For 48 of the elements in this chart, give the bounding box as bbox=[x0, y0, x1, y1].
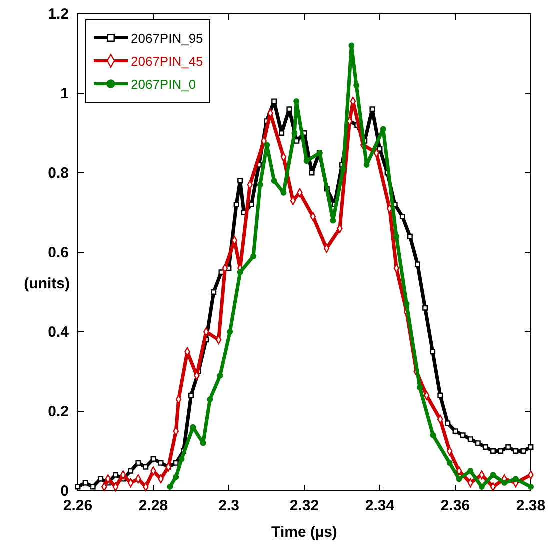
point bbox=[178, 456, 185, 462]
point bbox=[340, 166, 346, 172]
y-tick-label: 0.6 bbox=[48, 244, 69, 262]
x-tick-label: 2.32 bbox=[290, 498, 320, 515]
point bbox=[348, 42, 355, 49]
point bbox=[304, 158, 310, 164]
point bbox=[227, 329, 234, 335]
point bbox=[257, 182, 264, 188]
y-axis-title: (units) bbox=[24, 275, 70, 292]
legend-label: 2067PIN_95 bbox=[131, 31, 204, 46]
point bbox=[167, 484, 174, 490]
x-axis-title: Time (µs) bbox=[272, 524, 338, 541]
point bbox=[364, 162, 370, 168]
point bbox=[490, 472, 496, 478]
point bbox=[417, 384, 424, 391]
y-tick-label: 0 bbox=[60, 482, 69, 500]
point bbox=[456, 476, 462, 482]
point bbox=[271, 178, 278, 184]
y-tick-label: 0.2 bbox=[48, 403, 69, 420]
point bbox=[404, 301, 410, 308]
point bbox=[512, 476, 519, 482]
point bbox=[430, 432, 436, 438]
point bbox=[528, 484, 534, 490]
point bbox=[294, 98, 300, 104]
y-tick-label: 1.2 bbox=[48, 6, 69, 23]
legend-label: 2067PIN_45 bbox=[131, 54, 204, 69]
y-tick-label: 0.8 bbox=[48, 164, 69, 182]
point bbox=[468, 468, 474, 474]
x-tick-label: 2.36 bbox=[440, 498, 470, 515]
point bbox=[173, 474, 180, 480]
point bbox=[394, 234, 400, 240]
point bbox=[217, 372, 224, 379]
x-tick-label: 2.28 bbox=[138, 498, 168, 515]
point bbox=[446, 460, 453, 466]
point bbox=[237, 269, 244, 276]
point bbox=[502, 480, 508, 486]
point bbox=[354, 82, 360, 89]
point bbox=[250, 253, 257, 260]
x-tick-label: 2.38 bbox=[516, 498, 546, 515]
y-tick-label: 1 bbox=[60, 85, 69, 102]
y-tick-label: 0.4 bbox=[48, 324, 70, 341]
point bbox=[478, 484, 485, 490]
point bbox=[292, 130, 298, 136]
x-tick-label: 2.34 bbox=[365, 498, 396, 515]
point bbox=[207, 396, 214, 403]
x-tick-label: 2.3 bbox=[218, 498, 240, 515]
legend-label: 2067PIN_0 bbox=[131, 77, 196, 92]
x-tick-label: 2.26 bbox=[63, 498, 93, 515]
